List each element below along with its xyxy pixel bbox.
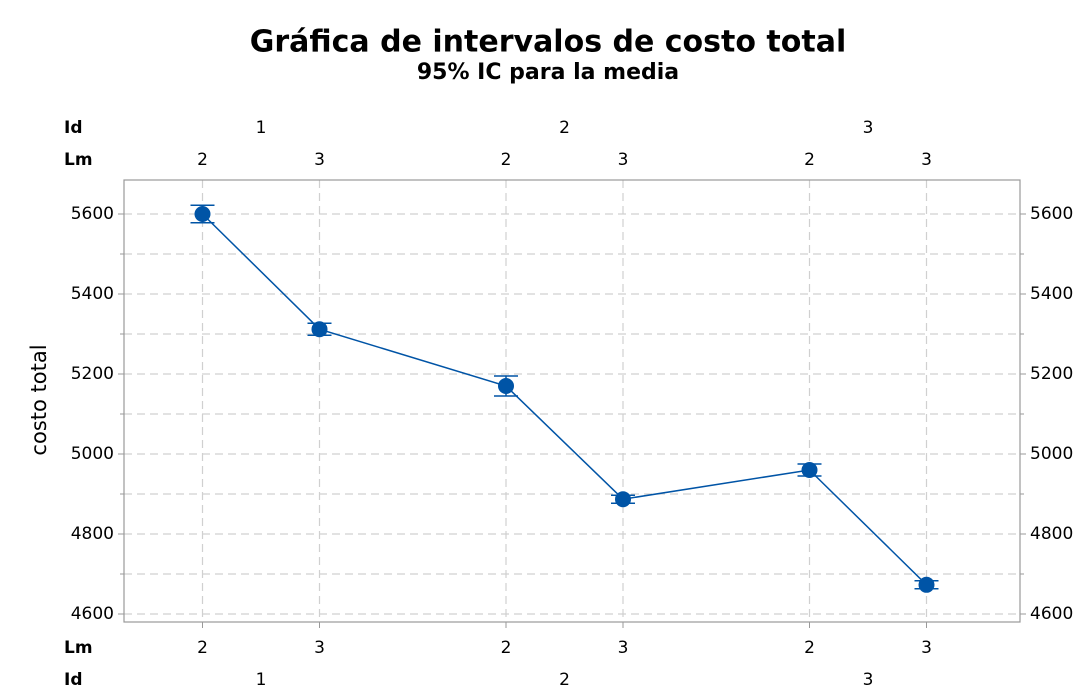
mean-marker xyxy=(615,491,631,508)
y2-tick-label: 5600 xyxy=(1030,204,1073,224)
y-tick-label: 5000 xyxy=(71,444,114,464)
chart-title: Gráfica de intervalos de costo total xyxy=(250,25,846,60)
inner-axis-name: Lm xyxy=(64,638,93,658)
inner-label: 2 xyxy=(501,150,512,170)
y-tick-label: 4600 xyxy=(71,604,114,624)
inner-label: 2 xyxy=(501,638,512,658)
outer-label: 1 xyxy=(256,670,267,690)
inner-label: 2 xyxy=(804,638,815,658)
outer-label: 2 xyxy=(559,670,570,690)
inner-label: 3 xyxy=(921,150,932,170)
outer-axis-name: Id xyxy=(64,670,83,690)
y-tick-label: 5400 xyxy=(71,284,114,304)
y-tick-label: 5200 xyxy=(71,364,114,384)
y2-tick-label: 5200 xyxy=(1030,364,1073,384)
mean-line xyxy=(201,213,928,586)
mean-marker xyxy=(918,576,935,593)
inner-label: 3 xyxy=(314,150,325,170)
y2-tick-label: 5400 xyxy=(1030,284,1073,304)
inner-label: 3 xyxy=(921,638,932,658)
y2-tick-label: 5000 xyxy=(1030,444,1073,464)
outer-label: 3 xyxy=(863,118,874,138)
outer-label: 3 xyxy=(863,670,874,690)
y2-tick-label: 4800 xyxy=(1030,524,1073,544)
plot-frame xyxy=(123,179,1021,623)
outer-label: 1 xyxy=(256,118,267,138)
y-tick-label: 4800 xyxy=(71,524,114,544)
chart-subtitle: 95% IC para la media xyxy=(417,60,679,85)
mean-marker xyxy=(194,206,211,222)
y-axis-label: costo total xyxy=(27,344,51,455)
mean-marker xyxy=(801,462,818,478)
mean-marker xyxy=(498,378,514,394)
y-tick-label: 5600 xyxy=(71,204,114,224)
inner-label: 2 xyxy=(197,638,208,658)
inner-label: 2 xyxy=(804,150,815,170)
mean-marker xyxy=(311,321,328,338)
y2-tick-label: 4600 xyxy=(1030,604,1073,624)
inner-label: 2 xyxy=(197,150,208,170)
outer-axis-name: Id xyxy=(64,118,83,138)
inner-label: 3 xyxy=(314,638,325,658)
inner-axis-name: Lm xyxy=(64,150,93,170)
inner-label: 3 xyxy=(618,638,629,658)
inner-label: 3 xyxy=(618,150,629,170)
outer-label: 2 xyxy=(559,118,570,138)
